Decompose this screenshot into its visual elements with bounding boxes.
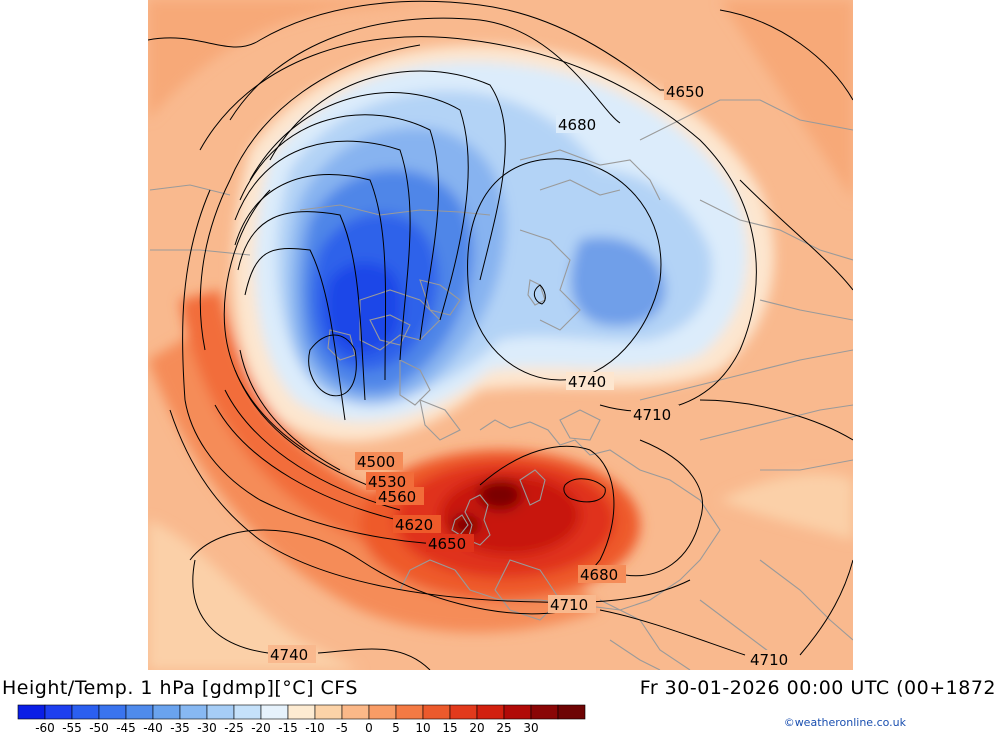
legend-swatch — [260, 704, 289, 720]
legend-swatch — [71, 704, 100, 720]
contour-label-4710-east: 4710 — [633, 406, 671, 424]
legend-swatch — [503, 704, 532, 720]
contour-label-4620: 4620 — [395, 516, 433, 534]
legend-swatch — [476, 704, 505, 720]
legend-tick-label: 15 — [442, 721, 457, 733]
legend-swatch — [341, 704, 370, 720]
height-contours — [148, 0, 853, 670]
legend-tick-label: -55 — [62, 721, 82, 733]
legend-tick-label: 25 — [496, 721, 511, 733]
legend-tick-label: -35 — [170, 721, 190, 733]
legend-swatch — [557, 704, 586, 720]
legend-swatch — [422, 704, 451, 720]
contour-label-4650-south: 4650 — [428, 535, 466, 553]
legend-tick-label: 20 — [469, 721, 484, 733]
legend-swatch — [530, 704, 559, 720]
contour-label-4710-south: 4710 — [550, 596, 588, 614]
weather-map: 4650 4680 4740 4710 4500 4530 4560 4620 … — [148, 0, 853, 670]
legend-tick-label: 0 — [365, 721, 373, 733]
legend-tick-label: -30 — [197, 721, 217, 733]
legend-swatch — [98, 704, 127, 720]
legend-swatch — [233, 704, 262, 720]
contour-labels: 4650 4680 4740 4710 4500 4530 4560 4620 … — [268, 82, 796, 669]
contour-label-4680-south: 4680 — [580, 566, 618, 584]
contour-label-4740-east: 4740 — [568, 373, 606, 391]
legend-swatch — [206, 704, 235, 720]
legend-swatch — [314, 704, 343, 720]
legend-tick-label: -50 — [89, 721, 109, 733]
map-title: Height/Temp. 1 hPa [gdmp][°C] CFS — [2, 677, 358, 699]
contour-label-4740-southwest: 4740 — [270, 646, 308, 664]
legend-tick-label: -45 — [116, 721, 136, 733]
legend-swatch — [287, 704, 316, 720]
contour-label-4650-north: 4650 — [666, 83, 704, 101]
legend-tick-label: -5 — [336, 721, 348, 733]
temperature-field — [148, 0, 853, 670]
legend-tick-label: -40 — [143, 721, 163, 733]
contour-label-4680-north: 4680 — [558, 116, 596, 134]
contour-label-4530: 4530 — [368, 473, 406, 491]
legend-tick-label: 30 — [523, 721, 538, 733]
map-valid-time: Fr 30-01-2026 00:00 UTC (00+1872 — [639, 677, 996, 699]
legend-tick-label: -25 — [224, 721, 244, 733]
legend-swatch — [368, 704, 397, 720]
legend-tick-label: 10 — [415, 721, 430, 733]
legend-swatch — [449, 704, 478, 720]
contour-label-4710-southeast: 4710 — [750, 651, 788, 669]
legend-swatch — [125, 704, 154, 720]
legend-swatch — [152, 704, 181, 720]
legend-swatch — [17, 704, 46, 720]
legend-swatch — [395, 704, 424, 720]
contour-label-4560: 4560 — [378, 488, 416, 506]
legend-tick-label: -20 — [251, 721, 271, 733]
legend-swatch — [44, 704, 73, 720]
contour-label-4500: 4500 — [357, 453, 395, 471]
color-legend: -60 -55 -50 -45 -40 -35 -30 -25 -20 -15 -10 -5 0 5 10 1… — [17, 704, 586, 733]
legend-tick-label: 5 — [392, 721, 400, 733]
credit-link[interactable]: ©weatheronline.co.uk — [783, 716, 906, 729]
legend-tick-label: -60 — [35, 721, 55, 733]
legend-tick-label: -10 — [305, 721, 325, 733]
legend-swatch — [179, 704, 208, 720]
legend-tick-label: -15 — [278, 721, 298, 733]
